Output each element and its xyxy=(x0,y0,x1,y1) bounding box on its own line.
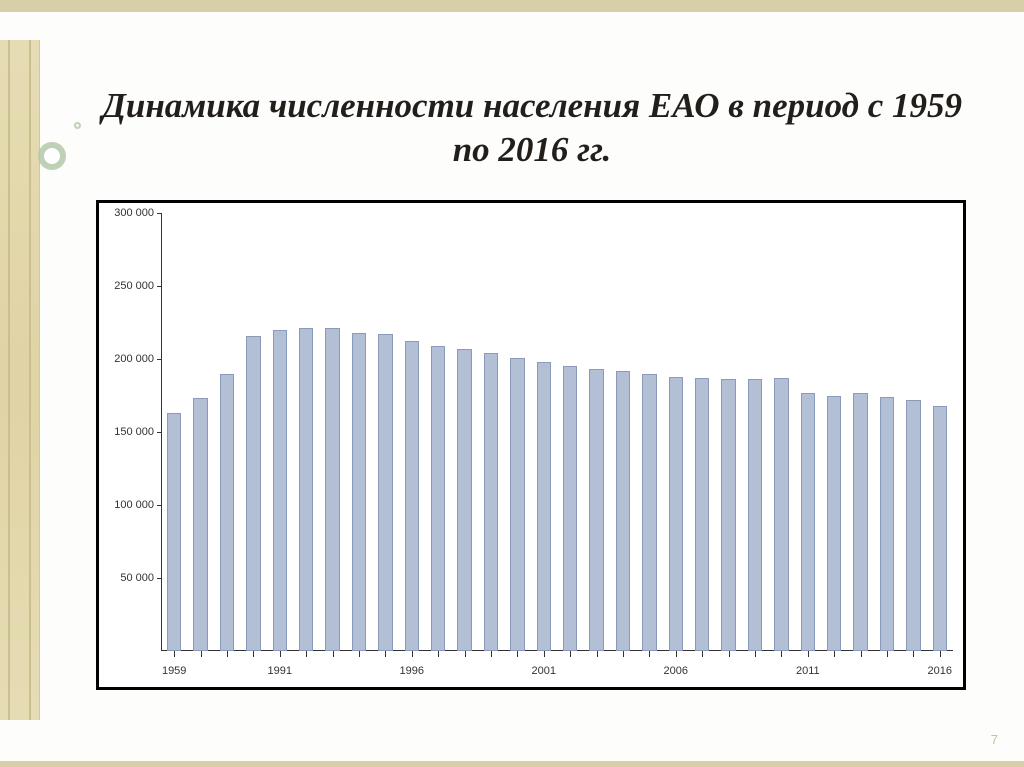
bar xyxy=(748,379,763,651)
chart-plot-area: 50 000100 000150 000200 000250 000300 00… xyxy=(161,213,953,651)
x-tick-mark xyxy=(333,651,334,657)
bar xyxy=(299,328,314,651)
bar xyxy=(193,398,208,651)
bar xyxy=(880,397,895,651)
decorative-dot xyxy=(74,122,81,129)
x-tick-mark xyxy=(438,651,439,657)
x-tick-mark xyxy=(729,651,730,657)
x-tick-mark xyxy=(174,651,175,657)
bar xyxy=(642,374,657,651)
y-tick-label: 100 000 xyxy=(99,499,154,511)
bar xyxy=(431,346,446,651)
x-tick-mark xyxy=(412,651,413,657)
bar xyxy=(325,328,340,651)
bar xyxy=(721,379,736,651)
bar xyxy=(853,393,868,651)
bar xyxy=(616,371,631,651)
x-tick-mark xyxy=(280,651,281,657)
x-tick-mark xyxy=(755,651,756,657)
x-tick-mark xyxy=(913,651,914,657)
x-tick-mark xyxy=(649,651,650,657)
x-tick-mark xyxy=(861,651,862,657)
bar xyxy=(801,393,816,651)
x-tick-label: 2006 xyxy=(664,665,688,677)
x-tick-label: 1996 xyxy=(400,665,424,677)
left-ornament-strip xyxy=(0,40,40,720)
x-tick-mark xyxy=(702,651,703,657)
y-tick-label: 50 000 xyxy=(99,572,154,584)
bar xyxy=(167,413,182,651)
x-tick-mark xyxy=(306,651,307,657)
x-tick-label: 2016 xyxy=(928,665,952,677)
bar xyxy=(405,341,420,651)
x-tick-mark xyxy=(597,651,598,657)
chart-frame: 50 000 100 000 150 000 200 000 250 000 300 00… xyxy=(96,200,966,690)
decorative-circle xyxy=(38,142,66,170)
bar xyxy=(906,400,921,651)
bar xyxy=(457,349,472,651)
x-tick-mark xyxy=(834,651,835,657)
x-tick-mark xyxy=(570,651,571,657)
x-tick-mark xyxy=(465,651,466,657)
bar xyxy=(589,369,604,651)
x-tick-mark xyxy=(385,651,386,657)
x-tick-mark xyxy=(359,651,360,657)
bar xyxy=(273,330,288,651)
x-tick-mark xyxy=(623,651,624,657)
x-tick-mark xyxy=(253,651,254,657)
y-tick-mark xyxy=(157,505,161,506)
bar xyxy=(537,362,552,651)
bar xyxy=(827,396,842,652)
x-tick-mark xyxy=(544,651,545,657)
bar xyxy=(774,378,789,651)
bar xyxy=(933,406,948,651)
x-tick-label: 2001 xyxy=(532,665,556,677)
x-tick-mark xyxy=(808,651,809,657)
bar xyxy=(378,334,393,651)
bar xyxy=(510,358,525,651)
y-tick-label: 250 000 xyxy=(99,280,154,292)
x-tick-label: 2011 xyxy=(796,665,820,677)
x-tick-mark xyxy=(201,651,202,657)
bar xyxy=(484,353,499,651)
y-tick-label: 200 000 xyxy=(99,353,154,365)
y-axis xyxy=(161,213,162,651)
page-number: 7 xyxy=(991,732,998,747)
y-tick-mark xyxy=(157,286,161,287)
x-tick-mark xyxy=(781,651,782,657)
y-tick-mark xyxy=(157,432,161,433)
x-tick-mark xyxy=(517,651,518,657)
slide-title: Динамика численности населения ЕАО в пер… xyxy=(100,84,964,172)
y-tick-label: 150 000 xyxy=(99,426,154,438)
bar xyxy=(220,374,235,651)
x-tick-mark xyxy=(491,651,492,657)
bar xyxy=(669,377,684,651)
bar xyxy=(695,378,710,651)
x-tick-mark xyxy=(887,651,888,657)
x-tick-mark xyxy=(940,651,941,657)
y-tick-mark xyxy=(157,359,161,360)
bar xyxy=(563,366,578,651)
y-tick-label: 300 000 xyxy=(99,207,154,219)
bar xyxy=(352,333,367,651)
x-tick-label: 1959 xyxy=(162,665,186,677)
y-tick-mark xyxy=(157,213,161,214)
x-tick-mark xyxy=(227,651,228,657)
x-tick-mark xyxy=(676,651,677,657)
x-tick-label: 1991 xyxy=(268,665,292,677)
y-tick-mark xyxy=(157,578,161,579)
bar xyxy=(246,336,261,651)
